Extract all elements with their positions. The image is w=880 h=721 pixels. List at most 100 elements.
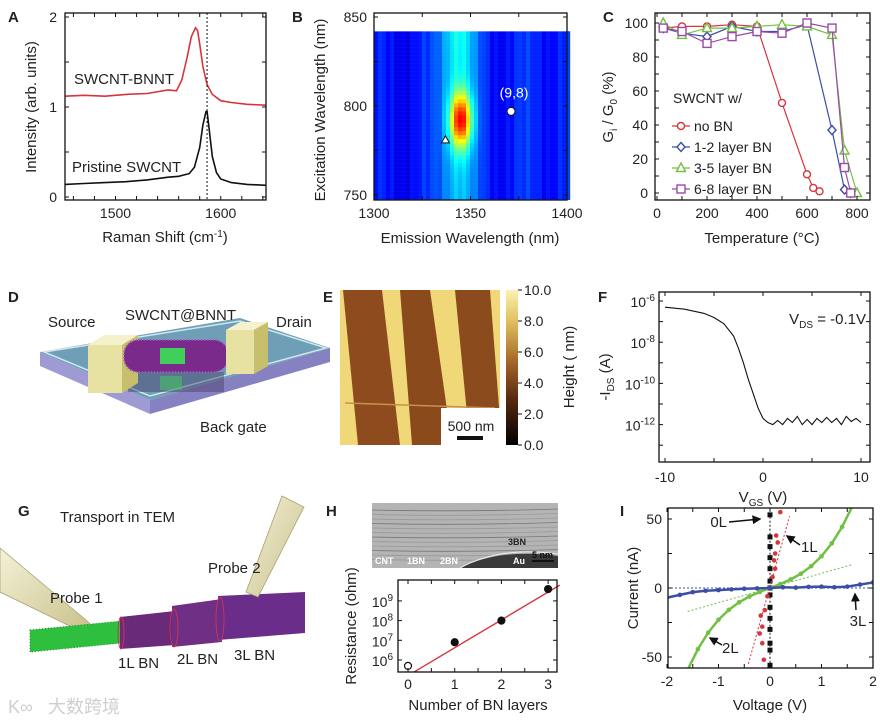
heatmap-cell [446,99,451,104]
heatmap-cell [458,127,463,132]
heatmap-cell [518,75,523,80]
heatmap-cell [378,103,383,108]
f-transfer-curve [664,306,862,426]
heatmap-cell [482,39,487,44]
heatmap-cell [454,111,459,116]
heatmap-cell [470,183,475,188]
heatmap-cell [490,151,495,156]
au-edge [459,551,559,569]
i-point-3L [806,584,811,590]
heatmap-cell [466,51,471,56]
heatmap-cell [494,71,499,76]
h-xlabel: Number of BN layers [408,697,547,714]
heatmap-cell [386,43,391,48]
heatmap-cell [442,151,447,156]
heatmap-cell [410,127,415,132]
heatmap-cell [542,123,547,128]
heatmap-cell [422,123,427,128]
heatmap-cell [566,139,571,144]
panel-label-d: D [8,289,19,306]
heatmap-cell [466,167,471,172]
device-schematic [40,318,330,414]
source-label: Source [48,314,96,331]
heatmap-cell [402,123,407,128]
heatmap-cell [446,47,451,52]
heatmap-cell [506,183,511,188]
heatmap-cell [438,51,443,56]
heatmap-cell [554,39,559,44]
heatmap-cell [454,67,459,72]
heatmap-cell [550,187,555,192]
heatmap-cell [518,87,523,92]
heatmap-cell [418,111,423,116]
panel-label-h: H [326,503,337,520]
heatmap-cell [502,167,507,172]
heatmap-cell [466,43,471,48]
heatmap-cell [450,131,455,136]
tem-image: CNT 1BN 2BN 3BN Au 5 nm [371,503,559,569]
heatmap-cell [558,51,563,56]
heatmap-cell [414,191,419,196]
heatmap-cell [374,47,379,52]
heatmap-cell [378,175,383,180]
f-ytick-label: 10-8 [631,334,656,351]
heatmap-cell [526,131,531,136]
junction-edge [215,596,225,642]
heatmap-cell [430,39,435,44]
drain-electrode [226,330,254,374]
c-xtick-label: 800 [845,205,869,221]
heatmap-cell [478,67,483,72]
heatmap-cell [522,131,527,136]
heatmap-cell [482,159,487,164]
heatmap-cell [462,195,467,200]
heatmap-cell [418,55,423,60]
heatmap-cell [454,175,459,180]
heatmap-cell [418,155,423,160]
heatmap-cell [534,167,539,172]
heatmap-cell [438,171,443,176]
heatmap-cell [446,151,451,156]
heatmap-cell [494,155,499,160]
source-electrode [88,345,122,393]
heatmap-cell [442,39,447,44]
heatmap-cell [534,75,539,80]
heatmap-cell [490,35,495,40]
heatmap-cell [406,103,411,108]
heatmap-cell [386,123,391,128]
heatmap-cell [558,127,563,132]
heatmap-cell [398,187,403,192]
heatmap-cell [394,67,399,72]
heatmap-cell [546,55,551,60]
heatmap-cell [530,163,535,168]
heatmap-cell [482,163,487,168]
heatmap-cell [478,47,483,52]
heatmap-cell [482,79,487,84]
heatmap-cell [390,179,395,184]
heatmap-cell [470,67,475,72]
heatmap-cell [422,127,427,132]
colorbar-tick-label: 2.0 [524,406,544,422]
heatmap-cell [502,91,507,96]
heatmap-cell [554,63,559,68]
heatmap-cell [438,127,443,132]
heatmap-cell [406,139,411,144]
heatmap-cell [394,99,399,104]
heatmap-cell [486,35,491,40]
b-marker-label: (9,8) [500,84,529,100]
heatmap-cell [398,43,403,48]
heatmap-cell [434,167,439,172]
heatmap-cell [478,143,483,148]
heatmap-cell [478,179,483,184]
heatmap-cell [402,47,407,52]
heatmap-cell [458,79,463,84]
heatmap-cell [402,99,407,104]
heatmap-cell [518,35,523,40]
heatmap-cell [442,191,447,196]
heatmap-cell [402,183,407,188]
heatmap-cell [546,71,551,76]
heatmap-cell [530,195,535,200]
heatmap-cell [530,95,535,100]
heatmap-cell [510,187,515,192]
heatmap-cell [446,159,451,164]
swcnt-segment [30,621,122,652]
